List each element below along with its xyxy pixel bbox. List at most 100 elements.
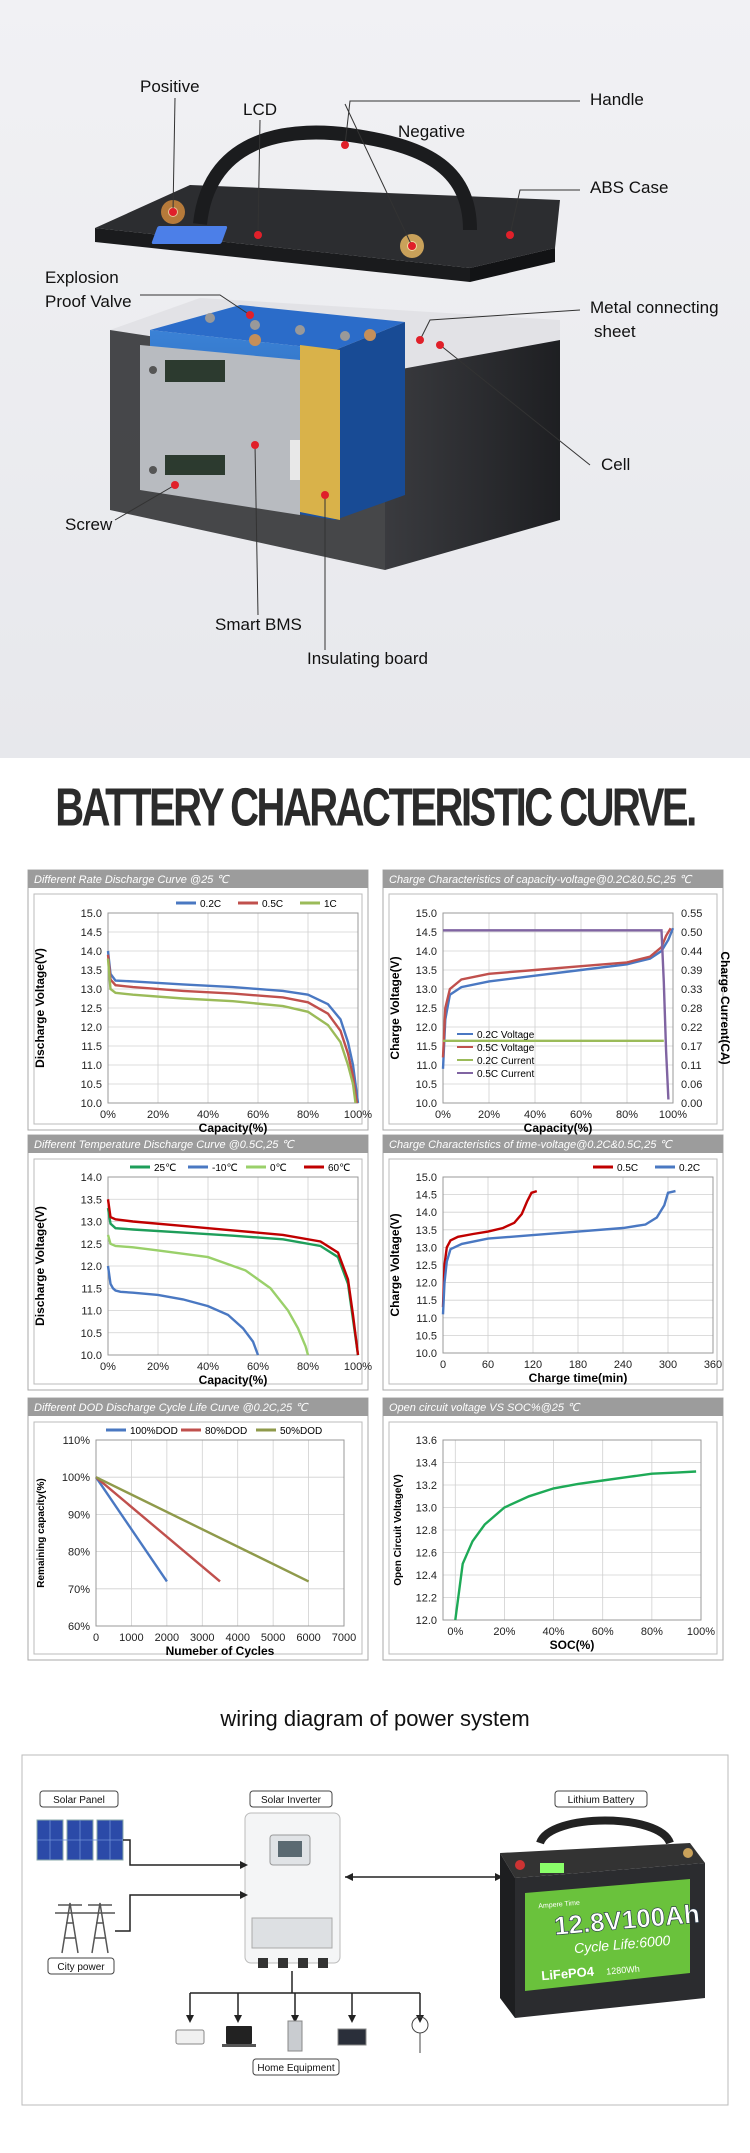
y-tick-label: 14.0 (81, 946, 102, 958)
label-abs-case: ABS Case (590, 178, 668, 197)
y2-tick-label: 0.55 (681, 908, 702, 920)
x-tick-label: 4000 (225, 1632, 249, 1644)
x-tick-label: 0% (435, 1109, 451, 1121)
series-line-0-5c-current (443, 929, 670, 1100)
series-line-100-dod (95, 1476, 168, 1583)
y-tick-label: 10.5 (416, 1330, 437, 1342)
x-tick-label: 0% (447, 1626, 463, 1638)
chart-inner-frame (33, 1158, 363, 1385)
lcd-screen (151, 226, 228, 244)
insulating-board (300, 345, 340, 520)
chart-title-bar (383, 870, 723, 888)
label-explosion-valve-2: Proof Valve (45, 292, 132, 311)
chart-inner-frame (388, 1158, 718, 1385)
x-axis-label: Capacity(%) (199, 1121, 268, 1135)
x-tick-label: 100% (344, 1361, 372, 1373)
y-tick-label: 13.2 (416, 1480, 437, 1492)
chart-frame (27, 1134, 369, 1391)
x-axis-label: Capacity(%) (199, 1373, 268, 1387)
y2-tick-label: 0.00 (681, 1098, 702, 1110)
chart-c3: Different Temperature Discharge Curve @0… (27, 1134, 372, 1391)
y2-tick-label: 0.39 (681, 965, 702, 977)
x-tick-label: 5000 (261, 1632, 285, 1644)
chart-panel-title: Charge Characteristics of capacity-volta… (389, 874, 693, 886)
chart-panel-title: Different DOD Discharge Cycle Life Curve… (34, 1402, 309, 1414)
legend-label: 25℃ (154, 1163, 176, 1174)
chart-c5: Different DOD Discharge Cycle Life Curve… (27, 1397, 369, 1661)
chart-title-bar (28, 870, 368, 888)
x-tick-label: 240 (614, 1359, 632, 1371)
x-tick-label: 20% (478, 1109, 500, 1121)
legend-label: 1C (324, 899, 337, 910)
y-tick-label: 100% (62, 1472, 90, 1484)
y2-axis-label: Charge Current(CA) (718, 951, 732, 1064)
legend-label: 0.2C Voltage (477, 1030, 535, 1041)
legend-label: 0.2C (200, 899, 221, 910)
battery-chemistry: LiFePO4 (541, 1964, 596, 1984)
legend-label: 60℃ (328, 1163, 350, 1174)
y-tick-label: 13.5 (416, 965, 437, 977)
y-tick-label: 12.5 (81, 1003, 102, 1015)
solar-inverter (244, 1812, 341, 1968)
y-tick-label: 13.5 (81, 965, 102, 977)
solar-panel-label: Solar Panel (53, 1795, 105, 1806)
y-tick-label: 12.8 (416, 1525, 437, 1537)
y-tick-label: 12.5 (416, 1260, 437, 1272)
legend-label: 0.2C Current (477, 1056, 534, 1067)
y-tick-label: 11.5 (416, 1041, 437, 1053)
label-cell: Cell (601, 455, 630, 474)
label-insulating-board: Insulating board (307, 649, 428, 668)
x-tick-label: 180 (569, 1359, 587, 1371)
x-tick-label: 80% (297, 1361, 319, 1373)
y-tick-label: 14.5 (81, 927, 102, 939)
chart-c2: Charge Characteristics of capacity-volta… (382, 869, 732, 1135)
x-axis-label: Capacity(%) (524, 1121, 593, 1135)
chart-title-bar (28, 1398, 368, 1416)
y-axis-label: Discharge Voltage(V) (33, 948, 47, 1068)
x-tick-label: 100% (687, 1626, 715, 1638)
home-equipment-label: Home Equipment (257, 2063, 334, 2074)
series-line-80-dod (95, 1476, 221, 1583)
characteristic-charts: Different Rate Discharge Curve @25 ℃ 10.0… (27, 869, 732, 1661)
y-tick-label: 13.0 (416, 1503, 437, 1515)
y-tick-label: 70% (68, 1584, 90, 1596)
y-tick-label: 11.5 (416, 1295, 437, 1307)
y-tick-label: 13.5 (416, 1225, 437, 1237)
x-axis-label: Charge time(min) (529, 1371, 628, 1385)
power-pylons (55, 1902, 115, 1954)
chart-c4: Charge Characteristics of time-voltage@0… (382, 1134, 724, 1391)
handle (193, 125, 477, 231)
y-tick-label: 11.0 (416, 1313, 437, 1325)
y-tick-label: 13.0 (416, 1242, 437, 1254)
x-tick-label: 60% (247, 1361, 269, 1373)
label-screw: Screw (65, 515, 113, 534)
label-lcd: LCD (243, 100, 277, 119)
battery-energy: 1280Wh (606, 1964, 640, 1977)
chart-c6: Open circuit voltage VS SOC%@25 ℃ 12.0 12.… (382, 1397, 724, 1661)
y-axis-label: Discharge Voltage(V) (33, 1206, 47, 1326)
chart-inner-frame (388, 893, 718, 1125)
y-tick-label: 15.0 (416, 908, 437, 920)
wiring-arrows (115, 1839, 495, 2015)
y-axis-label: Open Circuit Voltage(V) (393, 1474, 404, 1586)
x-tick-label: 0 (440, 1359, 446, 1371)
legend-label: 0℃ (270, 1163, 287, 1174)
y-tick-label: 12.0 (81, 1022, 102, 1034)
x-tick-label: 40% (197, 1109, 219, 1121)
battery-product: Ampere Time 12.8V100Ah Cycle Life:6000 L… (500, 1816, 705, 2018)
label-smart-bms: Smart BMS (215, 615, 302, 634)
x-tick-label: 80% (297, 1109, 319, 1121)
x-tick-label: 100% (659, 1109, 687, 1121)
exploded-battery-section: Positive LCD Handle Negative ABS Case Ex… (0, 0, 750, 758)
legend-label: 100%DOD (130, 1426, 178, 1437)
label-positive: Positive (140, 77, 200, 96)
y-axis-label: Charge Voltage(V) (388, 1213, 402, 1316)
y-tick-label: 10.5 (81, 1079, 102, 1091)
x-tick-label: 80% (641, 1626, 663, 1638)
wiring-diagram: Solar Panel Solar Inverter Lithium Batte… (0, 1753, 750, 2123)
legend-label: -10℃ (212, 1163, 238, 1174)
y2-tick-label: 0.22 (681, 1022, 702, 1034)
chart-inner-frame (388, 1421, 718, 1655)
y-tick-label: 12.5 (81, 1239, 102, 1251)
